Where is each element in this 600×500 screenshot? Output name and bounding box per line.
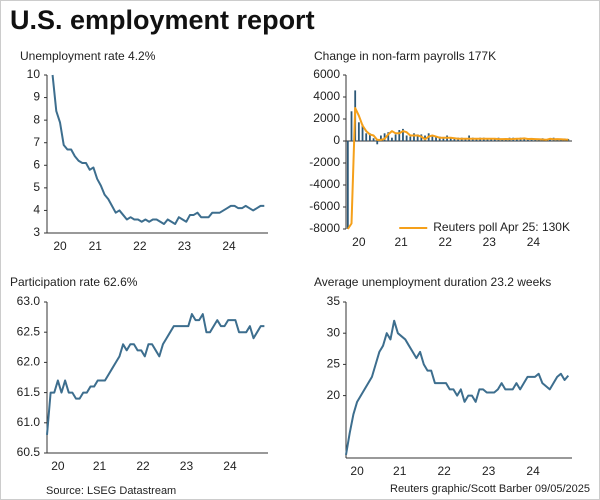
y-tick-label: 7 [33, 135, 40, 149]
x-tick-label: 23 [482, 464, 496, 478]
bar [442, 137, 445, 141]
bar [365, 133, 368, 141]
bar [368, 133, 371, 141]
y-tick-label: 61.0 [17, 415, 41, 429]
x-tick-label: 21 [93, 459, 107, 473]
bar [405, 135, 408, 141]
y-tick-label: 10 [27, 67, 41, 81]
y-tick-label: 62.5 [17, 324, 41, 338]
y-tick-label: 30 [327, 325, 341, 339]
bar [435, 136, 437, 141]
x-tick-label: 22 [136, 459, 150, 473]
x-tick-label: 22 [439, 235, 453, 249]
y-tick-label: 2000 [313, 111, 340, 125]
x-tick-label: 23 [483, 235, 497, 249]
bar [475, 138, 478, 141]
bar [350, 111, 353, 141]
bar [383, 133, 386, 141]
x-tick-label: 24 [223, 459, 237, 473]
bar [398, 130, 401, 141]
bar [567, 139, 570, 141]
x-tick-label: 21 [89, 239, 103, 253]
bar [416, 134, 419, 141]
bar [361, 124, 364, 141]
bar [449, 137, 452, 141]
x-tick-label: 22 [133, 239, 147, 253]
y-tick-label: 4000 [313, 89, 340, 103]
bar [431, 136, 434, 141]
y-tick-label: 35 [327, 294, 341, 308]
y-tick-label: 5 [33, 180, 40, 194]
bar [413, 133, 415, 141]
y-tick-label: 6000 [313, 67, 340, 81]
y-tick-label: 9 [33, 90, 40, 104]
y-tick-label: 6 [33, 157, 40, 171]
y-tick-label: 62.0 [17, 355, 41, 369]
line [345, 319, 570, 456]
bar [493, 138, 496, 141]
bar [376, 141, 379, 145]
line [46, 313, 265, 435]
y-tick-label: -6000 [309, 199, 340, 213]
bar [409, 136, 412, 141]
bar [453, 137, 456, 141]
legend-label: Reuters poll Apr 25: 130K [433, 220, 570, 234]
x-tick-label: 24 [526, 464, 540, 478]
x-tick-label: 20 [51, 459, 65, 473]
y-tick-label: 3 [33, 225, 40, 239]
bar [402, 128, 404, 141]
chart-title: Average unemployment duration 23.2 weeks [314, 275, 551, 289]
y-tick-label: 8 [33, 112, 40, 126]
x-tick-label: 20 [352, 235, 366, 249]
bar [391, 137, 393, 141]
y-tick-label: 63.0 [17, 294, 41, 308]
chart-title: Unemployment rate 4.2% [20, 49, 156, 63]
bar [380, 135, 382, 141]
y-tick-label: 20 [327, 388, 341, 402]
credit: Reuters graphic/Scott Barber 09/05/2025 [390, 483, 590, 495]
bar [346, 141, 349, 229]
y-tick-label: 60.5 [17, 445, 41, 459]
bar [464, 138, 467, 141]
y-tick-label: 25 [327, 357, 341, 371]
x-tick-label: 22 [438, 464, 452, 478]
x-tick-label: 21 [393, 464, 407, 478]
bar [501, 139, 504, 141]
x-tick-label: 20 [53, 239, 67, 253]
x-tick-label: 23 [178, 239, 192, 253]
x-tick-label: 23 [180, 459, 194, 473]
page-title: U.S. employment report [10, 5, 315, 35]
x-tick-label: 24 [222, 239, 236, 253]
y-tick-label: -2000 [309, 155, 340, 169]
bar [556, 139, 559, 141]
bar [394, 134, 397, 141]
source: Source: LSEG Datastream [46, 485, 176, 497]
line [51, 74, 265, 225]
y-tick-label: 4 [33, 203, 40, 217]
y-tick-label: -4000 [309, 177, 340, 191]
bar [387, 132, 390, 141]
bar [534, 139, 537, 141]
line [347, 107, 569, 230]
bar [438, 136, 441, 141]
x-tick-label: 24 [527, 235, 541, 249]
y-tick-label: 61.5 [17, 385, 41, 399]
bar [490, 138, 493, 141]
bar [372, 138, 375, 141]
bar [530, 139, 533, 141]
bar [357, 122, 360, 141]
bar [486, 138, 489, 141]
y-tick-label: 0 [333, 133, 340, 147]
x-tick-label: 20 [350, 464, 364, 478]
chart-title: Participation rate 62.6% [10, 275, 138, 289]
chart-title: Change in non-farm payrolls 177K [314, 49, 496, 63]
bar [523, 139, 526, 141]
x-tick-label: 21 [394, 235, 408, 249]
y-tick-label: -8000 [309, 221, 340, 235]
